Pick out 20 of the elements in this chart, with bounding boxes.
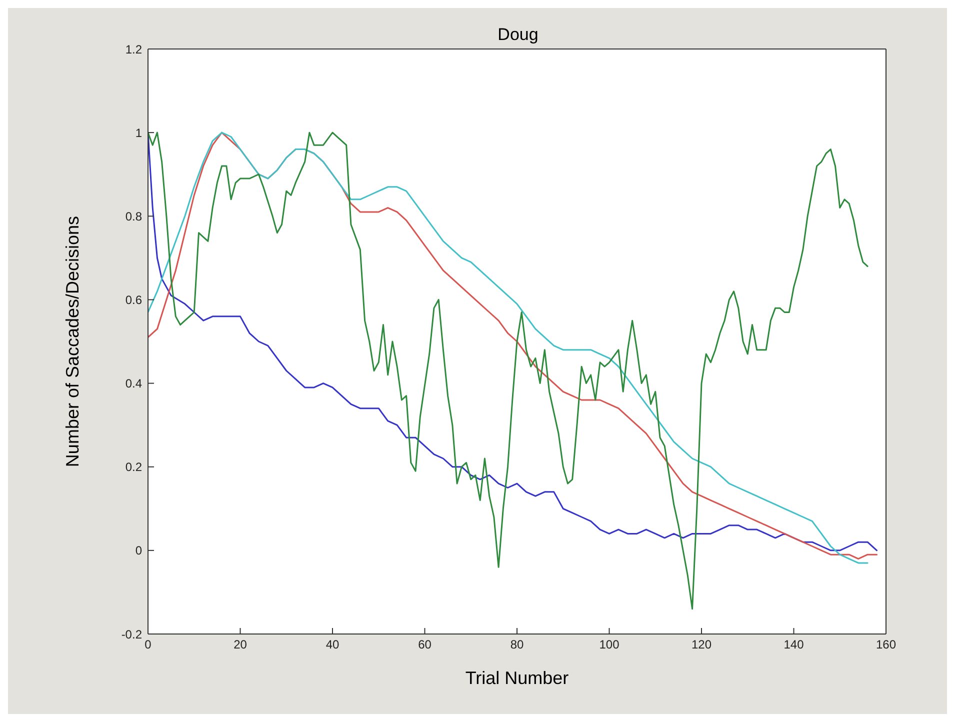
x-tick-label: 0 [144, 638, 152, 652]
y-tick-label: 0.2 [125, 460, 142, 474]
y-tick-label: 0.6 [125, 292, 142, 307]
x-tick-label: 80 [510, 638, 524, 652]
x-tick-label: 60 [418, 638, 432, 652]
x-tick-label: 40 [326, 638, 340, 652]
y-tick-label: 0.4 [125, 376, 142, 391]
x-axis-title: Trial Number [465, 668, 569, 688]
y-axis-title: Number of Saccades/Decisions [62, 216, 82, 468]
x-tick-label: 160 [876, 638, 896, 652]
y-tick-label: 1.2 [125, 42, 142, 56]
chart-title: Doug [498, 25, 538, 44]
x-tick-label: 120 [691, 638, 712, 652]
y-tick-label: -0.2 [121, 627, 142, 642]
y-tick-label: 1 [135, 126, 142, 140]
y-tick-label: 0 [135, 544, 142, 558]
x-tick-label: 140 [784, 638, 804, 652]
x-tick-label: 20 [234, 638, 248, 652]
y-tick-label: 0.8 [125, 209, 142, 224]
x-tick-label: 100 [599, 638, 620, 652]
